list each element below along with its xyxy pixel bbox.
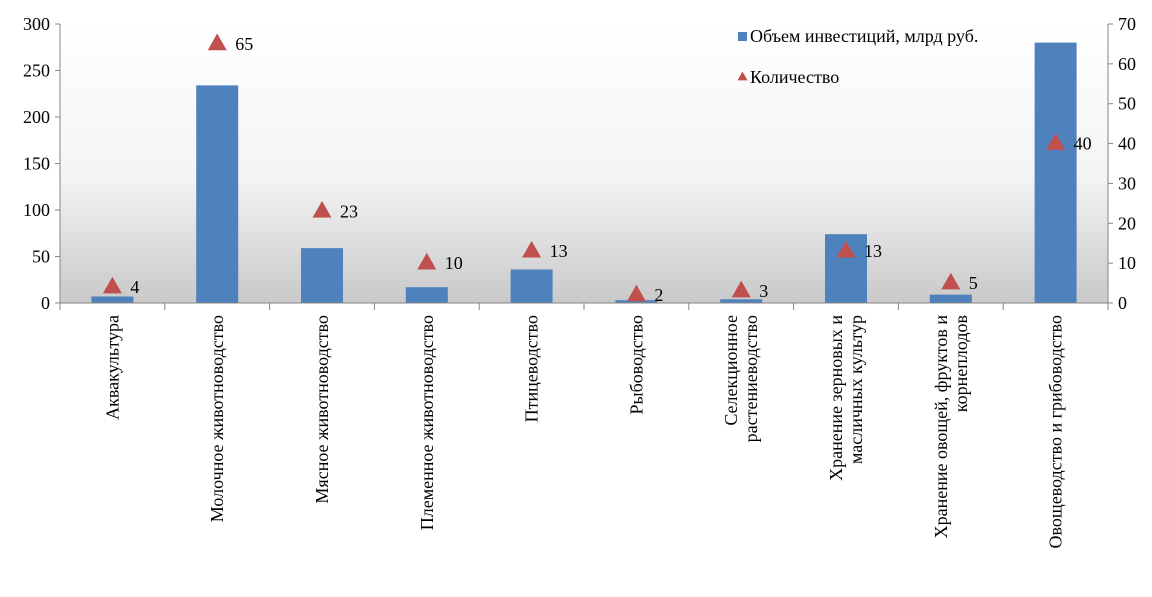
legend-label-count: Количество xyxy=(750,67,839,87)
count-marker xyxy=(1046,133,1066,150)
legend-label-investment: Объем инвестиций, млрд руб. xyxy=(750,26,978,46)
y-right-tick-label: 20 xyxy=(1118,213,1136,233)
bar xyxy=(1034,42,1077,303)
bar xyxy=(405,287,448,303)
data-label: 40 xyxy=(1074,134,1092,154)
legend-swatch-count xyxy=(737,71,748,81)
x-tick-label: Племенное животноводство xyxy=(417,315,437,530)
x-tick-label: Молочное животноводство xyxy=(207,315,227,522)
y-right-tick-label: 10 xyxy=(1118,253,1136,273)
y-right-tick-label: 70 xyxy=(1118,14,1136,34)
x-tick-label: Рыбоводство xyxy=(626,315,646,415)
x-tick-label: Хранение зерновых имасличных культур xyxy=(826,315,866,481)
y-left-tick-label: 100 xyxy=(23,200,50,220)
data-label: 5 xyxy=(969,273,978,293)
bar xyxy=(929,294,972,303)
x-tick-label: Мясное животноводство xyxy=(312,315,332,504)
y-left-tick-label: 150 xyxy=(23,154,50,174)
count-marker xyxy=(522,240,542,258)
bar xyxy=(196,85,239,303)
count-marker xyxy=(207,33,227,51)
data-label: 10 xyxy=(445,253,463,273)
y-right-tick-label: 50 xyxy=(1118,94,1136,114)
count-marker xyxy=(836,240,856,258)
y-left-tick-label: 200 xyxy=(23,107,50,127)
y-right-tick-label: 0 xyxy=(1118,293,1127,313)
bar xyxy=(510,269,553,303)
count-marker xyxy=(626,284,646,302)
markers-layer xyxy=(102,33,1066,302)
count-marker xyxy=(312,200,332,218)
y-left-tick-label: 0 xyxy=(41,293,50,313)
data-label: 3 xyxy=(759,281,768,301)
y-right-tick-label: 30 xyxy=(1118,173,1136,193)
x-tick-label: Овощеводство и грибоводство xyxy=(1046,315,1066,549)
count-marker xyxy=(102,276,122,294)
x-tick-label: Селекционноерастениеводство xyxy=(721,315,761,442)
y-left-tick-label: 300 xyxy=(23,14,50,34)
axes-layer: 0 50 100 150 200 250 300 0 10 20 30 40 50 60 70 Аквакул… xyxy=(23,14,1136,549)
y-left-tick-label: 250 xyxy=(23,61,50,81)
bars-layer xyxy=(91,42,1077,303)
bar xyxy=(91,296,134,303)
bar xyxy=(720,299,763,303)
legend-swatch-investment xyxy=(738,32,747,41)
data-label: 65 xyxy=(235,34,253,54)
data-label: 13 xyxy=(864,241,882,261)
x-tick-label: Птицеводство xyxy=(522,315,542,422)
data-label: 13 xyxy=(550,241,568,261)
y-left-tick-label: 50 xyxy=(32,247,50,267)
count-marker xyxy=(941,272,961,290)
bar xyxy=(301,248,343,303)
count-marker xyxy=(417,252,437,270)
bar xyxy=(615,300,658,303)
x-tick-label: Хранение овощей, фруктов икорнеплодов xyxy=(931,315,971,539)
data-label: 2 xyxy=(654,285,663,305)
legend: Объем инвестиций, млрд руб. Количество xyxy=(737,26,978,87)
y-right-tick-label: 40 xyxy=(1118,134,1136,154)
data-label: 23 xyxy=(340,201,358,221)
count-marker xyxy=(731,280,751,298)
x-tick-label: Аквакультура xyxy=(102,315,122,420)
y-right-tick-label: 60 xyxy=(1118,54,1136,74)
data-label: 4 xyxy=(130,277,139,297)
